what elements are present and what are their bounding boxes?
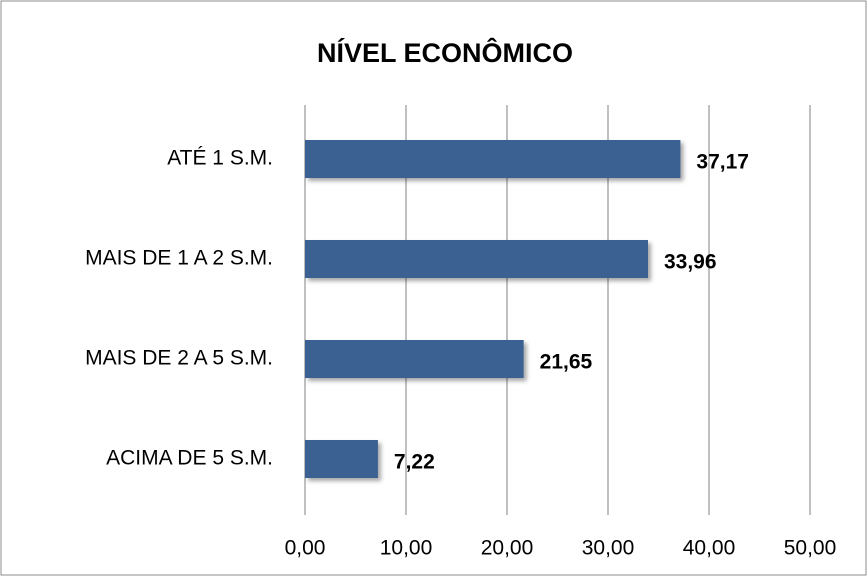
y-tick-label: ACIMA DE 5 S.M. [106,447,273,470]
bar [305,440,378,478]
bar [305,240,648,278]
chart-title: NÍVEL ECONÔMICO [317,37,573,68]
x-tick-label: 30,00 [582,537,635,560]
y-tick-label: ATÉ 1 S.M. [167,147,273,170]
y-tick-label: MAIS DE 1 A 2 S.M. [85,247,273,270]
x-tick-label: 50,00 [784,537,837,560]
data-label: 37,17 [696,151,749,174]
data-label: 33,96 [664,251,717,274]
x-tick-label: 20,00 [481,537,534,560]
data-label: 7,22 [394,451,435,474]
x-tick-label: 10,00 [380,537,433,560]
x-tick-label: 0,00 [285,537,326,560]
y-tick-label: MAIS DE 2 A 5 S.M. [85,347,273,370]
bar [305,140,681,178]
bar [305,340,524,378]
x-tick-label: 40,00 [683,537,736,560]
data-label: 21,65 [540,351,593,374]
